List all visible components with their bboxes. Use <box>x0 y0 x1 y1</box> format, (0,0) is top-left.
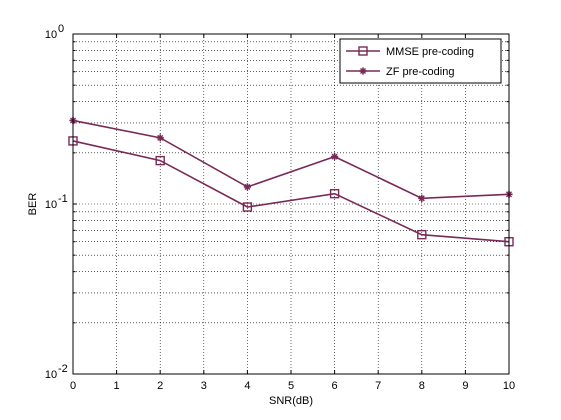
y-tick-exponent: 0 <box>58 23 64 35</box>
series-line <box>72 119 510 200</box>
legend-item: ZF pre-coding <box>346 66 454 78</box>
square-marker <box>417 229 427 240</box>
y-tick-label: 10 <box>45 369 57 381</box>
star-marker-d2 <box>157 134 164 141</box>
x-tick-labels: 0 1 2 3 4 5 6 7 8 9 10 <box>70 380 515 392</box>
x-tick-label: 5 <box>288 380 294 392</box>
star-marker-d2 <box>418 195 425 202</box>
square-marker <box>155 155 165 166</box>
series-line <box>72 140 510 243</box>
y-tick-label: 10 <box>45 199 57 211</box>
legend-label: ZF pre-coding <box>386 66 454 78</box>
square-marker <box>358 46 368 56</box>
x-tick-label: 2 <box>157 380 163 392</box>
y-tick-exponent: -2 <box>58 363 68 375</box>
x-tick-label: 0 <box>70 380 76 392</box>
y-axis-label: BER <box>27 193 39 216</box>
x-tick-label: 7 <box>375 380 381 392</box>
x-tick-label: 6 <box>332 380 338 392</box>
x-tick-label: 1 <box>114 380 120 392</box>
x-tick-label: 9 <box>462 380 468 392</box>
star-marker-d2 <box>244 183 251 190</box>
star-marker-d2 <box>331 153 338 160</box>
x-tick-label: 8 <box>419 380 425 392</box>
plot-frame <box>72 33 510 375</box>
legend-label: MMSE pre-coding <box>386 46 474 58</box>
square-marker <box>329 188 340 199</box>
x-tick-label: 3 <box>201 380 207 392</box>
x-tick-label: 4 <box>244 380 250 392</box>
square-marker <box>242 202 253 212</box>
y-tick-exponent: -1 <box>58 193 68 205</box>
star-marker-d2 <box>359 67 367 75</box>
legend-item: MMSE pre-coding <box>346 46 474 58</box>
legend: MMSE pre-coding ZF pre-coding <box>339 38 502 84</box>
x-axis-label: SNR(dB) <box>269 395 313 407</box>
x-tick-label: 10 <box>503 380 515 392</box>
y-tick-label: 10 <box>45 29 57 41</box>
